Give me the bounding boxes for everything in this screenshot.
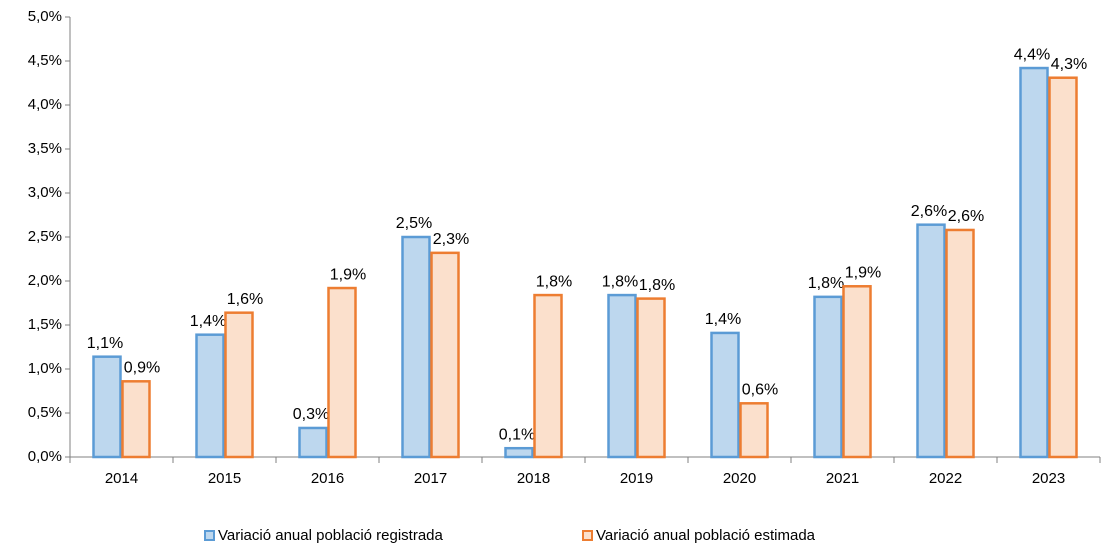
bar <box>504 446 534 459</box>
x-tick-label: 2020 <box>723 470 756 487</box>
bar <box>1019 66 1049 459</box>
value-label: 2,6% <box>948 208 984 225</box>
value-label: 0,3% <box>293 406 329 423</box>
value-label: 4,4% <box>1014 46 1050 63</box>
x-tick-label: 2017 <box>414 470 447 487</box>
x-tick-label: 2014 <box>105 470 138 487</box>
legend-label: Variació anual població registrada <box>218 527 444 544</box>
bar <box>224 311 254 459</box>
value-label: 1,4% <box>190 313 226 330</box>
value-label: 2,3% <box>433 231 469 248</box>
bar <box>401 235 431 459</box>
y-tick-label: 0,5% <box>28 404 62 421</box>
value-label: 1,8% <box>639 277 675 294</box>
x-tick-label: 2016 <box>311 470 344 487</box>
x-tick-label: 2021 <box>826 470 859 487</box>
x-tick-label: 2022 <box>929 470 962 487</box>
bar <box>1048 76 1078 459</box>
bar <box>92 355 122 459</box>
legend-swatch <box>204 530 215 541</box>
bar <box>607 293 637 459</box>
y-tick-label: 1,5% <box>28 316 62 333</box>
bar <box>195 333 225 459</box>
value-label: 1,8% <box>808 275 844 292</box>
y-tick-label: 4,0% <box>28 96 62 113</box>
value-label: 1,4% <box>705 311 741 328</box>
legend-swatch <box>582 530 593 541</box>
bar <box>710 331 740 459</box>
bar <box>533 293 563 459</box>
x-tick-label: 2018 <box>517 470 550 487</box>
bar <box>430 251 460 459</box>
value-label: 2,5% <box>396 215 432 232</box>
value-label: 4,3% <box>1051 56 1087 73</box>
bar <box>327 286 357 459</box>
y-tick-label: 1,0% <box>28 360 62 377</box>
value-label: 1,6% <box>227 291 263 308</box>
value-label: 1,1% <box>87 335 123 352</box>
bar <box>916 223 946 459</box>
bar <box>121 380 151 459</box>
legend-label: Variació anual població estimada <box>596 527 816 544</box>
bar <box>813 295 843 459</box>
y-tick-label: 3,0% <box>28 184 62 201</box>
y-tick-label: 4,5% <box>28 52 62 69</box>
y-tick-label: 5,0% <box>28 8 62 25</box>
y-tick-label: 3,5% <box>28 140 62 157</box>
value-label: 0,1% <box>499 426 535 443</box>
bar <box>636 297 666 459</box>
value-label: 1,8% <box>602 273 638 290</box>
value-label: 1,9% <box>845 264 881 281</box>
x-tick-label: 2023 <box>1032 470 1065 487</box>
y-tick-label: 0,0% <box>28 448 62 465</box>
bar <box>842 285 872 459</box>
bar <box>739 402 769 459</box>
x-tick-label: 2015 <box>208 470 241 487</box>
x-tick-label: 2019 <box>620 470 653 487</box>
value-label: 0,9% <box>124 360 160 377</box>
value-label: 1,8% <box>536 273 572 290</box>
value-label: 0,6% <box>742 382 778 399</box>
value-label: 1,9% <box>330 266 366 283</box>
bar <box>298 426 328 459</box>
y-tick-label: 2,5% <box>28 228 62 245</box>
value-label: 2,6% <box>911 203 947 220</box>
bar <box>945 228 975 459</box>
y-tick-label: 2,0% <box>28 272 62 289</box>
